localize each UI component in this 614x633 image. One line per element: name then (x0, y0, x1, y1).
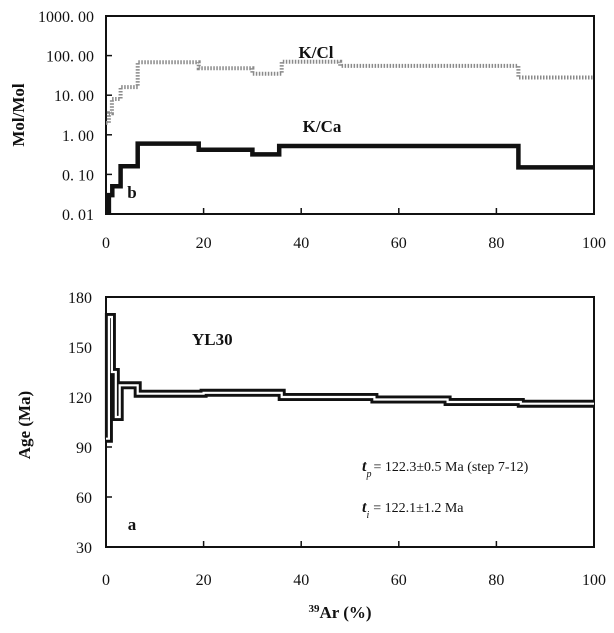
age-x-tick-label: 60 (391, 572, 407, 589)
age-y-tick-label: 60 (76, 490, 92, 507)
age-x-tick-label: 100 (582, 572, 606, 589)
ratio-y-axis-label: Mol/Mol (9, 83, 28, 147)
ratio-x-tick-label: 40 (293, 235, 309, 252)
age-spectrum-band (104, 313, 594, 443)
isochron-age-text: = 122.1±1.2 Ma (373, 501, 464, 516)
age-y-tick-label: 120 (68, 390, 92, 407)
plateau-age-subscript: p (365, 469, 371, 480)
age-y-tick-label: 150 (68, 340, 92, 357)
ratio-y-tick-label: 10. 00 (54, 88, 94, 105)
ratio-y-tick-label: 0. 01 (62, 207, 94, 224)
age-x-tick-label: 20 (196, 572, 212, 589)
plateau-age-text: = 122.3±0.5 Ma (step 7-12) (373, 460, 528, 475)
x-axis-label-superscript: 39 (308, 603, 320, 615)
age-y-axis-label: Age (Ma) (15, 391, 34, 459)
ratio-x-tick-label: 20 (196, 235, 212, 252)
ratio-plot-frame (105, 15, 595, 215)
isochron-age-annotation: ti = 122.1±1.2 Ma (362, 499, 464, 521)
ratio-x-tick-label: 100 (582, 235, 606, 252)
age-plot-frame (105, 296, 595, 548)
x-axis-label: 39Ar (%) (308, 603, 371, 622)
ratio-x-tick-label: 60 (391, 235, 407, 252)
ratio-panel-label: b (127, 183, 136, 202)
k-ca-step-line (106, 141, 594, 214)
ratio-y-tick-label: 0. 10 (62, 167, 94, 184)
age-x-tick-label: 0 (102, 572, 110, 589)
age-y-tick-label: 90 (76, 440, 92, 457)
k-cl-step-line (106, 59, 594, 125)
ratio-panel: 0. 01 0. 10 1. 00 10. 00 100. 00 1000. 00 0 20… (9, 9, 606, 252)
ratio-y-tick-label: 1000. 00 (38, 9, 94, 26)
isochron-age-subscript: i (366, 510, 369, 521)
x-axis-label-text: Ar (%) (319, 603, 371, 622)
age-panel: 30 60 90 120 150 180 0 20 40 60 80 100 Age (Ma) YL… (15, 290, 606, 622)
ratio-x-tick-label: 80 (488, 235, 504, 252)
age-y-tick-label: 180 (68, 290, 92, 307)
age-panel-label: a (128, 515, 137, 534)
k-cl-series-label: K/Cl (299, 43, 334, 62)
ratio-y-tick-label: 1. 00 (62, 128, 94, 145)
age-x-tick-label: 40 (293, 572, 309, 589)
age-spectrum-inner-line (106, 315, 594, 440)
sample-label: YL30 (192, 330, 233, 349)
age-y-tick-label: 30 (76, 540, 92, 557)
age-x-tick-label: 80 (488, 572, 504, 589)
ratio-x-tick-label: 0 (102, 235, 110, 252)
k-ca-series-label: K/Ca (303, 117, 342, 136)
plateau-age-annotation: tp = 122.3±0.5 Ma (step 7-12) (362, 458, 529, 480)
ratio-y-tick-label: 100. 00 (46, 49, 94, 66)
